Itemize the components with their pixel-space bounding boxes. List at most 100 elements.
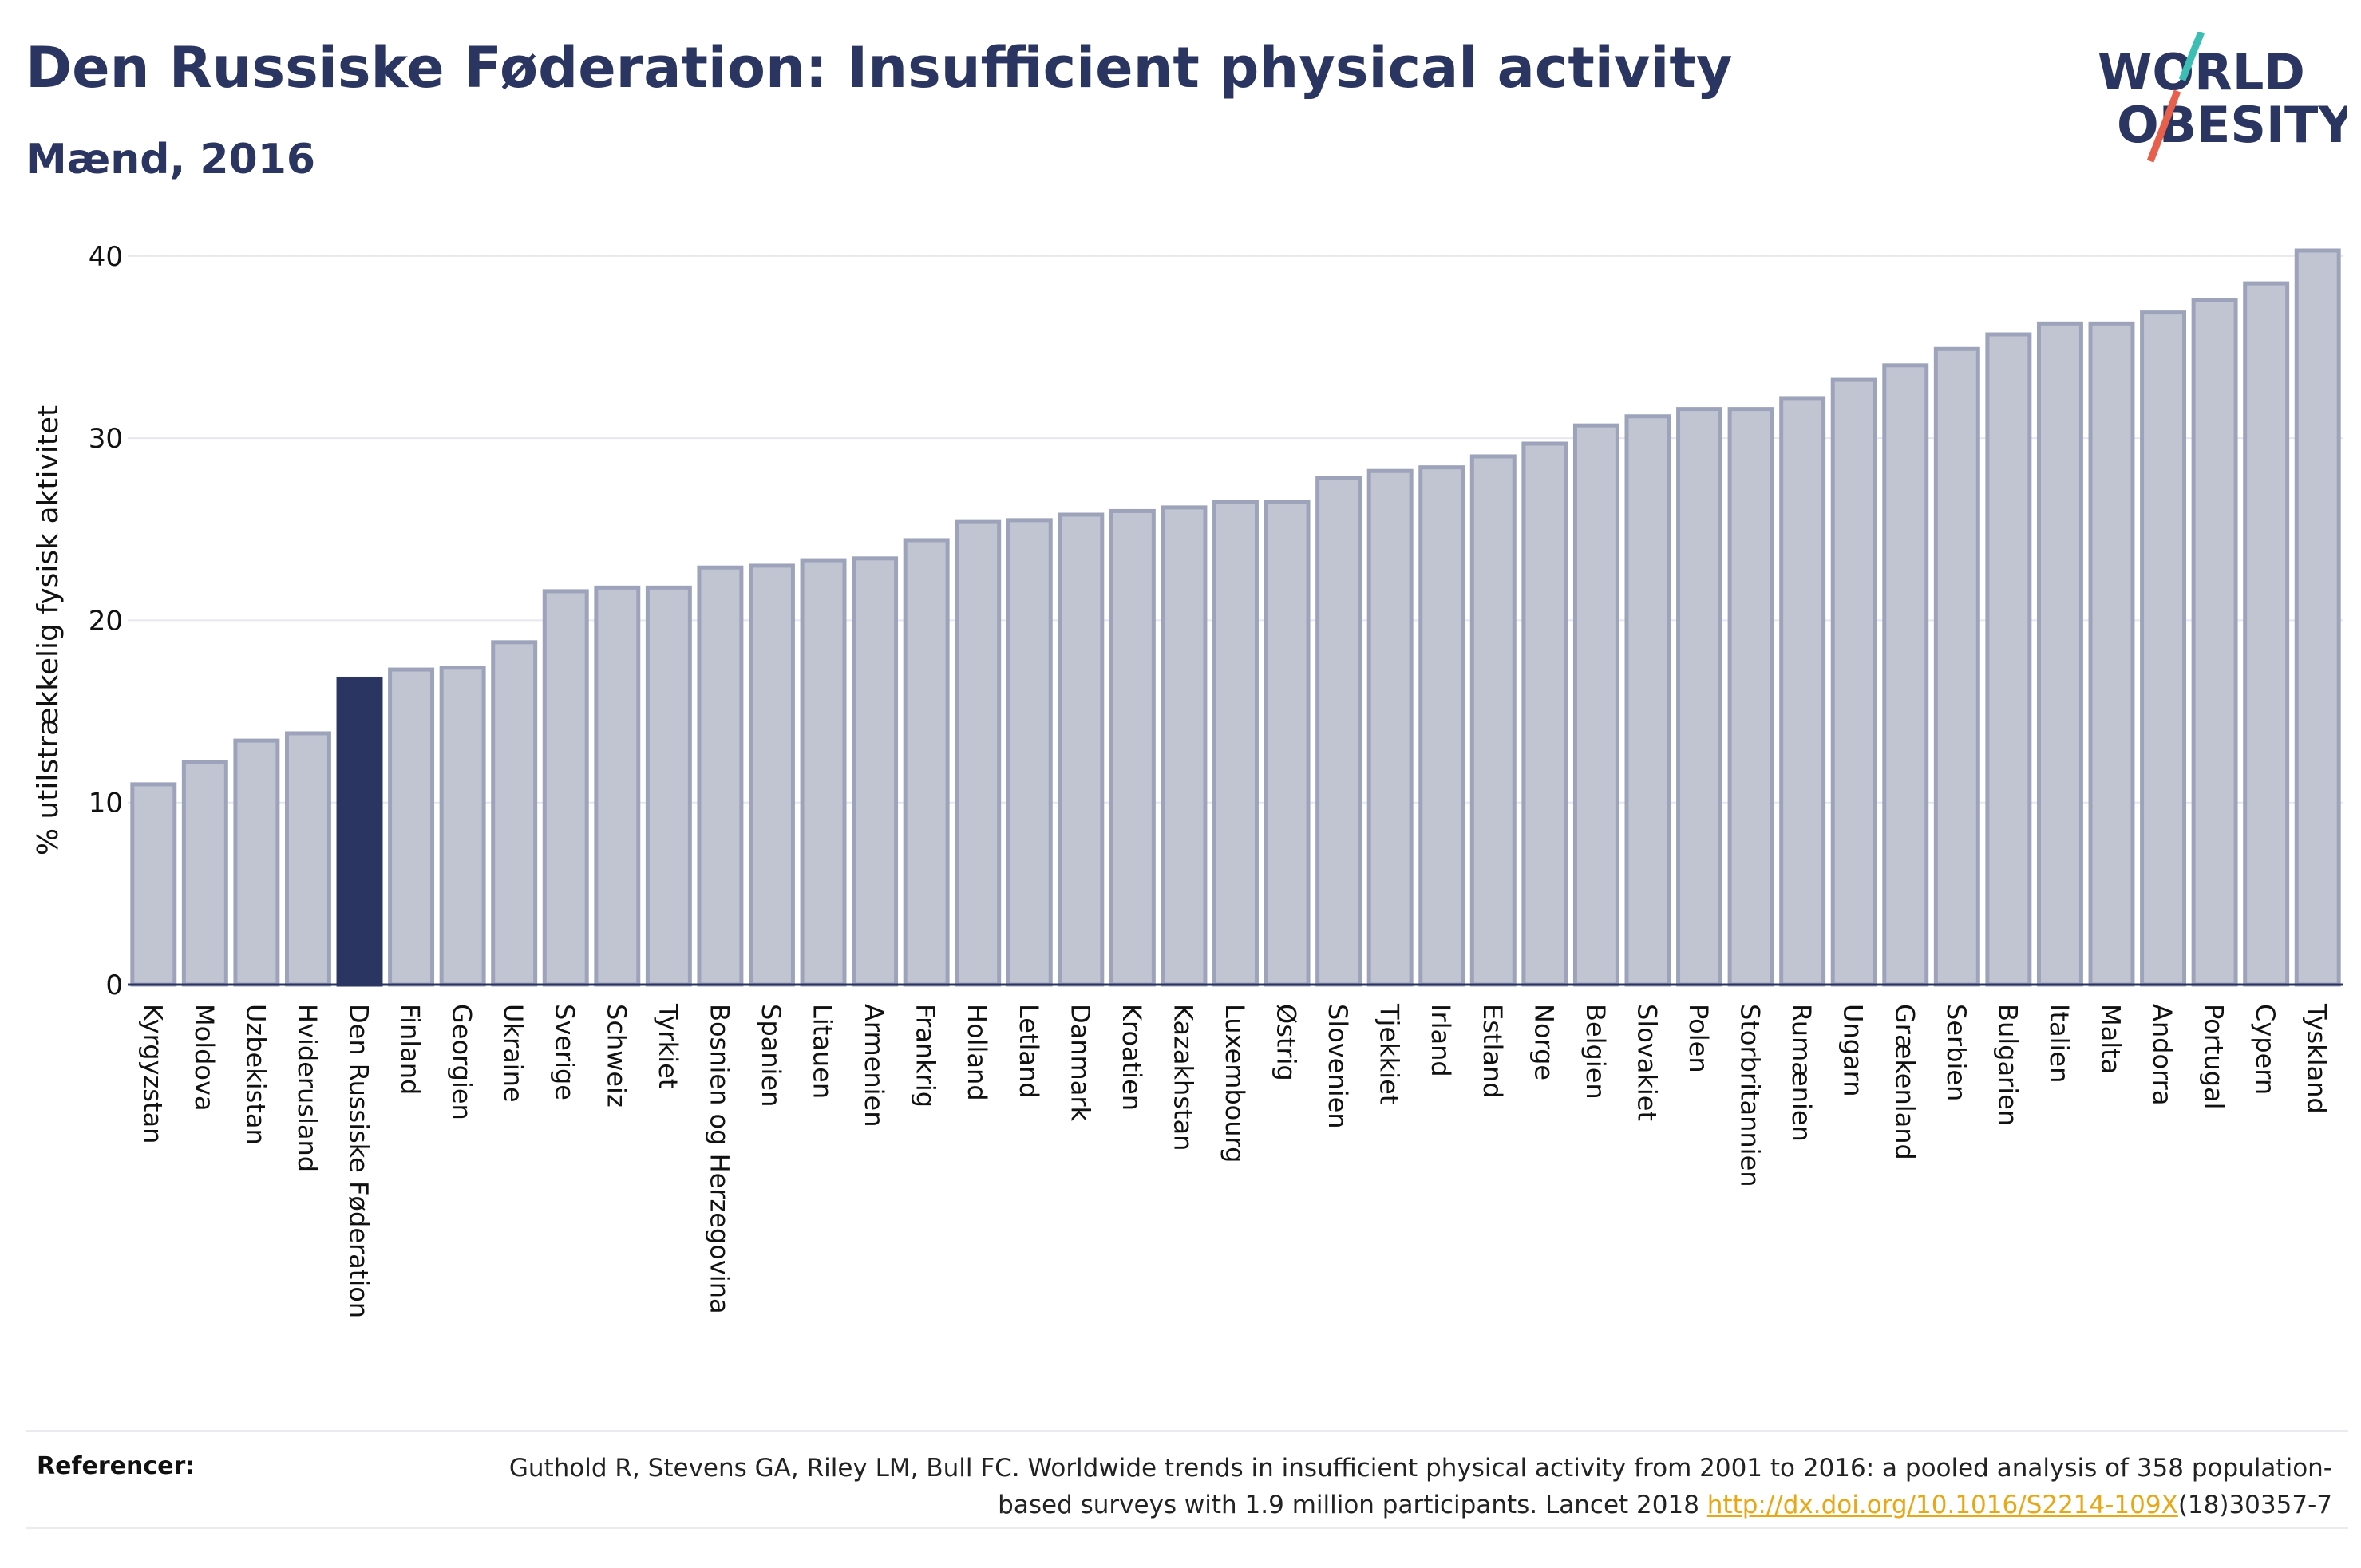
y-tick-label: 10 (89, 788, 123, 820)
x-tick-label: Kyrgyzstan (137, 1004, 168, 1143)
x-tick-label: Frankrig (911, 1004, 941, 1108)
bars (130, 248, 2341, 987)
bar-highlight (336, 676, 383, 987)
x-tick-label: Litauen (808, 1004, 838, 1099)
x-tick-label: Malta (2095, 1004, 2126, 1074)
x-tick-label: Den Russiske Føderation (344, 1004, 374, 1318)
bar (2140, 310, 2187, 987)
x-tick-label: Slovakiet (1631, 1004, 1662, 1121)
bar-chart: % utilstrækkelig fysisk aktivitet 0 10 20 3… (32, 241, 2343, 1318)
reference-citation: Guthold R, Stevens GA, Riley LM, Bull FC… (508, 1454, 2332, 1519)
y-tick-label: 20 (89, 605, 123, 637)
logo-slash-red (2146, 89, 2181, 163)
bar (130, 782, 177, 987)
bar (233, 738, 280, 987)
x-tick-label: Tyrkiet (653, 1003, 683, 1088)
x-tick-label: Danmark (1065, 1004, 1095, 1121)
bar (439, 666, 486, 987)
bar (1933, 346, 1980, 987)
x-tick-label: Bosnien og Herzegovina (704, 1004, 734, 1314)
bar (1779, 396, 1826, 987)
y-tick-label: 0 (105, 970, 123, 1001)
bar (1212, 500, 1259, 987)
bar (645, 585, 692, 987)
bar (1264, 500, 1311, 987)
references-text: Guthold R, Stevens GA, Riley LM, Bull FC… (496, 1450, 2332, 1523)
bar (1624, 414, 1671, 987)
bar (542, 589, 589, 987)
x-tick-label: Polen (1683, 1004, 1714, 1073)
x-tick-label: Kazakhstan (1168, 1004, 1198, 1151)
logo-slash-teal (2178, 32, 2205, 81)
bar (852, 556, 899, 987)
x-tick-label: Tyskland (2302, 1003, 2332, 1114)
chart-subtitle: Mænd, 2016 (26, 136, 316, 184)
x-tick-label: Georgien (447, 1004, 477, 1120)
x-tick-label: Italien (2044, 1004, 2074, 1083)
x-tick-label: Hviderusland (292, 1004, 322, 1172)
reference-doi-link[interactable]: http://dx.doi.org/10.1016/S2214-109X (1706, 1491, 2178, 1519)
x-tick-label: Østrig (1271, 1004, 1302, 1081)
x-tick-label: Serbien (1941, 1004, 1971, 1101)
chart-title: Den Russiske Føderation: Insufficient ph… (26, 35, 1733, 101)
references-label: Referencer: (37, 1452, 196, 1480)
x-tick-labels: Kyrgyzstan Moldova Uzbekistan Hviderusland D… (137, 1003, 2331, 1318)
bar (1521, 441, 1568, 987)
x-tick-label: Andorra (2147, 1004, 2177, 1105)
bar (2243, 281, 2290, 987)
x-tick-label: Kroatien (1117, 1004, 1147, 1111)
x-tick-label: Belgien (1580, 1004, 1611, 1100)
bar (2294, 248, 2341, 987)
x-tick-label: Armenien (859, 1004, 889, 1127)
x-tick-label: Slovenien (1323, 1004, 1353, 1129)
y-tick-labels: 0 10 20 30 40 (89, 241, 123, 1001)
bar (1058, 512, 1105, 987)
x-tick-label: Schweiz (601, 1004, 631, 1108)
bar (388, 667, 435, 987)
x-tick-label: Luxembourg (1220, 1004, 1250, 1163)
x-tick-label: Moldova (189, 1004, 219, 1112)
x-tick-label: Spanien (756, 1004, 786, 1107)
x-tick-label: Tjekkiet (1374, 1003, 1405, 1104)
bar (955, 519, 1002, 987)
bar (1006, 518, 1053, 987)
logo-text-world: WORLD (2098, 43, 2305, 101)
x-tick-label: Finland (395, 1004, 425, 1095)
bar (1161, 505, 1208, 987)
bar (1572, 423, 1619, 987)
x-tick-label: Rumænien (1786, 1004, 1817, 1142)
y-tick-label: 40 (89, 241, 123, 273)
bar (1830, 377, 1877, 987)
references-bottom-divider (26, 1527, 2348, 1529)
bar (594, 585, 641, 987)
bar (800, 558, 847, 987)
x-tick-label: Letland (1014, 1004, 1044, 1099)
x-tick-label: Irland (1426, 1004, 1456, 1077)
x-tick-label: Portugal (2199, 1004, 2229, 1110)
bar (1985, 332, 2032, 987)
x-tick-label: Uzbekistan (240, 1004, 271, 1145)
bar (1469, 454, 1517, 987)
bar (491, 640, 538, 987)
bar (2088, 321, 2135, 987)
bar (1315, 476, 1362, 987)
y-axis-label: % utilstrækkelig fysisk aktivitet (32, 405, 65, 855)
x-tick-label: Holland (962, 1004, 992, 1101)
bar (2191, 298, 2238, 987)
bar (749, 563, 795, 987)
bar (697, 565, 744, 987)
bar (284, 731, 331, 987)
x-tick-label: Norge (1529, 1004, 1559, 1080)
bar (2036, 321, 2083, 987)
x-tick-label: Ukraine (498, 1004, 528, 1103)
x-tick-label: Storbritannien (1735, 1004, 1766, 1187)
x-tick-label: Grækenland (1889, 1004, 1920, 1160)
x-tick-label: Sverige (550, 1004, 580, 1100)
bar (1109, 508, 1156, 987)
bar (1882, 363, 1929, 987)
x-tick-label: Cypern (2250, 1004, 2280, 1095)
x-tick-label: Bulgarien (1992, 1004, 2023, 1126)
x-tick-label: Estland (1477, 1004, 1508, 1099)
x-tick-label: Ungarn (1838, 1004, 1869, 1097)
bar (903, 538, 950, 987)
